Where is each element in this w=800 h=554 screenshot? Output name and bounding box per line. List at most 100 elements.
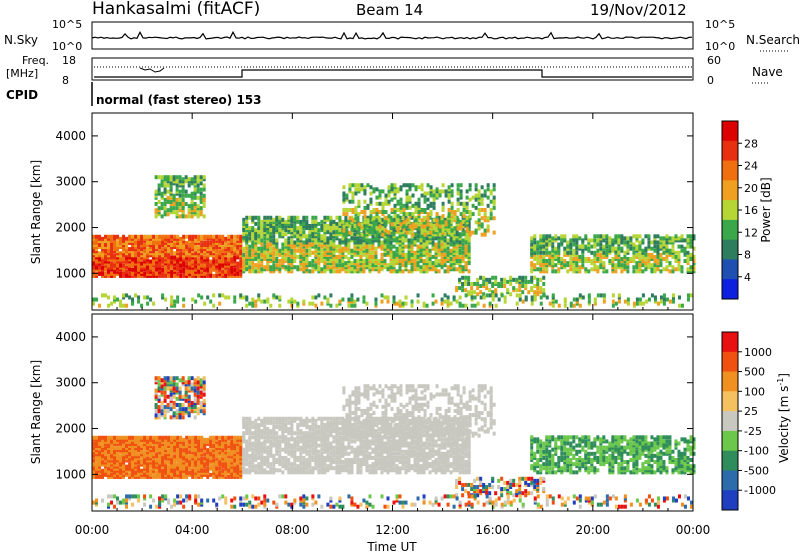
data-cell xyxy=(410,259,414,264)
data-cell xyxy=(269,234,273,239)
data-cell xyxy=(563,265,567,270)
data-cell xyxy=(407,256,411,261)
data-cell xyxy=(263,240,267,245)
data-cell xyxy=(236,458,240,463)
data-cell xyxy=(281,265,285,270)
data-cell xyxy=(275,256,279,261)
data-cell xyxy=(119,435,123,440)
data-cell xyxy=(329,254,333,259)
data-cell xyxy=(317,252,321,257)
data-cell xyxy=(393,203,397,208)
data-cell xyxy=(122,452,126,457)
data-cell xyxy=(131,263,135,268)
data-cell xyxy=(374,265,378,270)
data-cell xyxy=(131,462,135,467)
data-cell xyxy=(393,214,397,219)
data-cell xyxy=(197,468,201,473)
data-cell xyxy=(578,295,582,300)
data-cell xyxy=(468,187,472,192)
data-cell xyxy=(248,236,252,241)
freq-tick-top: 18 xyxy=(62,54,76,67)
data-cell xyxy=(419,248,423,253)
data-cell xyxy=(474,197,478,202)
data-cell xyxy=(178,189,182,194)
data-cell xyxy=(236,452,240,457)
data-cell xyxy=(656,244,660,249)
data-cell xyxy=(154,193,158,198)
data-cell xyxy=(167,448,171,453)
data-cell xyxy=(175,191,179,196)
data-cell xyxy=(461,303,465,308)
data-cell xyxy=(113,273,117,278)
data-cell xyxy=(617,250,621,255)
data-cell xyxy=(390,210,394,215)
data-cell xyxy=(161,269,165,274)
data-cell xyxy=(257,221,261,226)
data-cell xyxy=(362,244,366,249)
data-cell xyxy=(128,444,132,449)
data-cell xyxy=(347,250,351,255)
data-cell xyxy=(194,267,198,272)
data-cell xyxy=(441,220,445,225)
data-cell xyxy=(188,261,192,266)
data-cell xyxy=(623,263,627,268)
data-cell xyxy=(215,464,219,469)
data-cell xyxy=(248,215,252,220)
data-cell xyxy=(362,252,366,257)
data-cell xyxy=(233,255,237,260)
data-cell xyxy=(191,439,195,444)
data-cell xyxy=(119,464,123,469)
data-cell xyxy=(369,214,373,219)
data-cell xyxy=(104,265,108,270)
data-cell xyxy=(686,293,690,298)
data-cell xyxy=(413,254,417,259)
data-cell xyxy=(563,246,567,251)
data-cell xyxy=(95,259,99,264)
data-cell xyxy=(206,247,210,252)
data-cell xyxy=(381,205,385,210)
data-cell xyxy=(620,256,624,261)
data-cell xyxy=(572,238,576,243)
data-cell xyxy=(143,454,147,459)
data-cell xyxy=(408,195,412,200)
data-cell xyxy=(125,251,129,256)
data-cell xyxy=(320,301,324,306)
data-cell xyxy=(134,437,138,442)
data-cell xyxy=(239,253,243,258)
data-cell xyxy=(206,265,210,270)
data-cell xyxy=(212,444,216,449)
data-cell xyxy=(227,273,231,278)
data-cell xyxy=(98,446,102,451)
data-cell xyxy=(341,250,345,255)
data-cell xyxy=(386,250,390,255)
data-cell xyxy=(281,263,285,268)
data-cell xyxy=(650,256,654,261)
data-cell xyxy=(308,252,312,257)
data-cell xyxy=(608,236,612,241)
data-cell xyxy=(632,259,636,264)
data-cell xyxy=(357,199,361,204)
data-cell xyxy=(302,223,306,228)
data-cell xyxy=(329,248,333,253)
data-cell xyxy=(363,191,367,196)
data-cell xyxy=(146,238,150,243)
data-cell xyxy=(401,238,405,243)
data-cell xyxy=(137,259,141,264)
data-cell xyxy=(689,254,693,259)
data-cell xyxy=(185,444,189,449)
data-cell xyxy=(329,303,333,308)
data-cell xyxy=(193,195,197,200)
data-cell xyxy=(146,267,150,272)
data-cell xyxy=(569,238,573,243)
data-cell xyxy=(134,452,138,457)
data-cell xyxy=(209,439,213,444)
data-cell xyxy=(122,454,126,459)
data-cell xyxy=(248,267,252,272)
data-cell xyxy=(178,183,182,188)
data-cell xyxy=(671,299,675,304)
data-cell xyxy=(572,236,576,241)
data-cell xyxy=(113,435,117,440)
data-cell xyxy=(188,456,192,461)
data-cell xyxy=(113,466,117,471)
data-cell xyxy=(221,259,225,264)
